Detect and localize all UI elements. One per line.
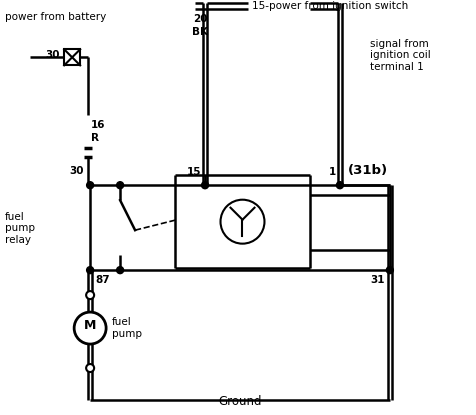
Text: R: R [91, 133, 99, 143]
FancyBboxPatch shape [64, 49, 80, 65]
Circle shape [87, 182, 94, 189]
Text: M: M [84, 319, 96, 332]
Text: 30: 30 [69, 166, 84, 176]
Text: BK: BK [192, 27, 208, 37]
Text: power from battery: power from battery [5, 12, 107, 22]
Text: 30: 30 [46, 50, 60, 60]
Circle shape [74, 312, 106, 344]
Circle shape [337, 182, 343, 189]
Text: 15: 15 [187, 167, 201, 177]
Text: 87: 87 [95, 275, 110, 285]
Circle shape [387, 266, 393, 273]
Circle shape [201, 182, 208, 189]
Text: fuel
pump: fuel pump [112, 317, 142, 339]
Circle shape [117, 266, 124, 273]
Text: signal from
ignition coil
terminal 1: signal from ignition coil terminal 1 [370, 39, 431, 72]
Text: (31b): (31b) [348, 164, 388, 177]
Text: fuel
pump
relay: fuel pump relay [5, 212, 35, 245]
Text: 20: 20 [193, 15, 207, 24]
Text: 1: 1 [328, 167, 336, 177]
Text: 15-power from ignition switch: 15-power from ignition switch [252, 1, 408, 11]
Text: 31: 31 [370, 275, 385, 285]
Text: 16: 16 [91, 120, 106, 130]
Circle shape [87, 266, 94, 273]
Circle shape [86, 291, 94, 299]
Circle shape [220, 200, 265, 244]
Circle shape [86, 364, 94, 372]
Circle shape [117, 182, 124, 189]
Text: Ground: Ground [218, 395, 262, 408]
